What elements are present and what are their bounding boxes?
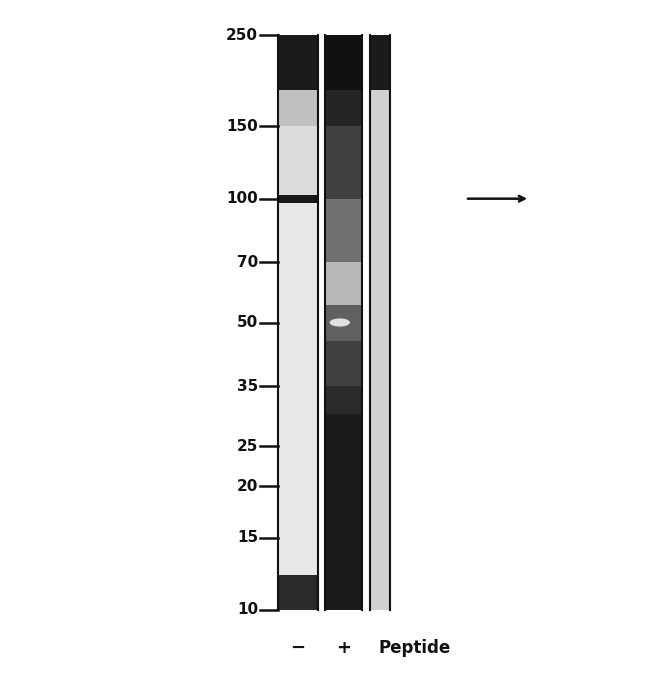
Text: +: + (337, 639, 352, 657)
Bar (325, 126, 362, 199)
Bar (325, 386, 362, 414)
Bar (278, 35, 318, 610)
Ellipse shape (330, 318, 350, 327)
Bar (325, 262, 362, 305)
Bar (370, 35, 390, 610)
Bar (278, 35, 318, 90)
Bar (325, 342, 362, 386)
Bar (325, 414, 362, 610)
Bar (325, 90, 362, 126)
Bar (325, 35, 362, 610)
Text: 70: 70 (237, 255, 258, 270)
Bar (325, 35, 362, 90)
Text: 15: 15 (237, 530, 258, 545)
Text: 10: 10 (237, 602, 258, 617)
Text: 35: 35 (237, 379, 258, 394)
Bar (370, 35, 390, 90)
Bar (325, 305, 362, 342)
Bar (278, 90, 318, 126)
Bar (325, 199, 362, 262)
Text: 250: 250 (226, 27, 258, 43)
Text: Peptide: Peptide (379, 639, 451, 657)
Bar (278, 575, 318, 610)
Bar (278, 126, 318, 199)
Text: 100: 100 (226, 191, 258, 206)
Text: −: − (291, 639, 306, 657)
Text: 50: 50 (237, 315, 258, 330)
Bar (278, 195, 318, 202)
Text: 25: 25 (237, 439, 258, 454)
Text: 150: 150 (226, 119, 258, 134)
Text: 20: 20 (237, 479, 258, 494)
